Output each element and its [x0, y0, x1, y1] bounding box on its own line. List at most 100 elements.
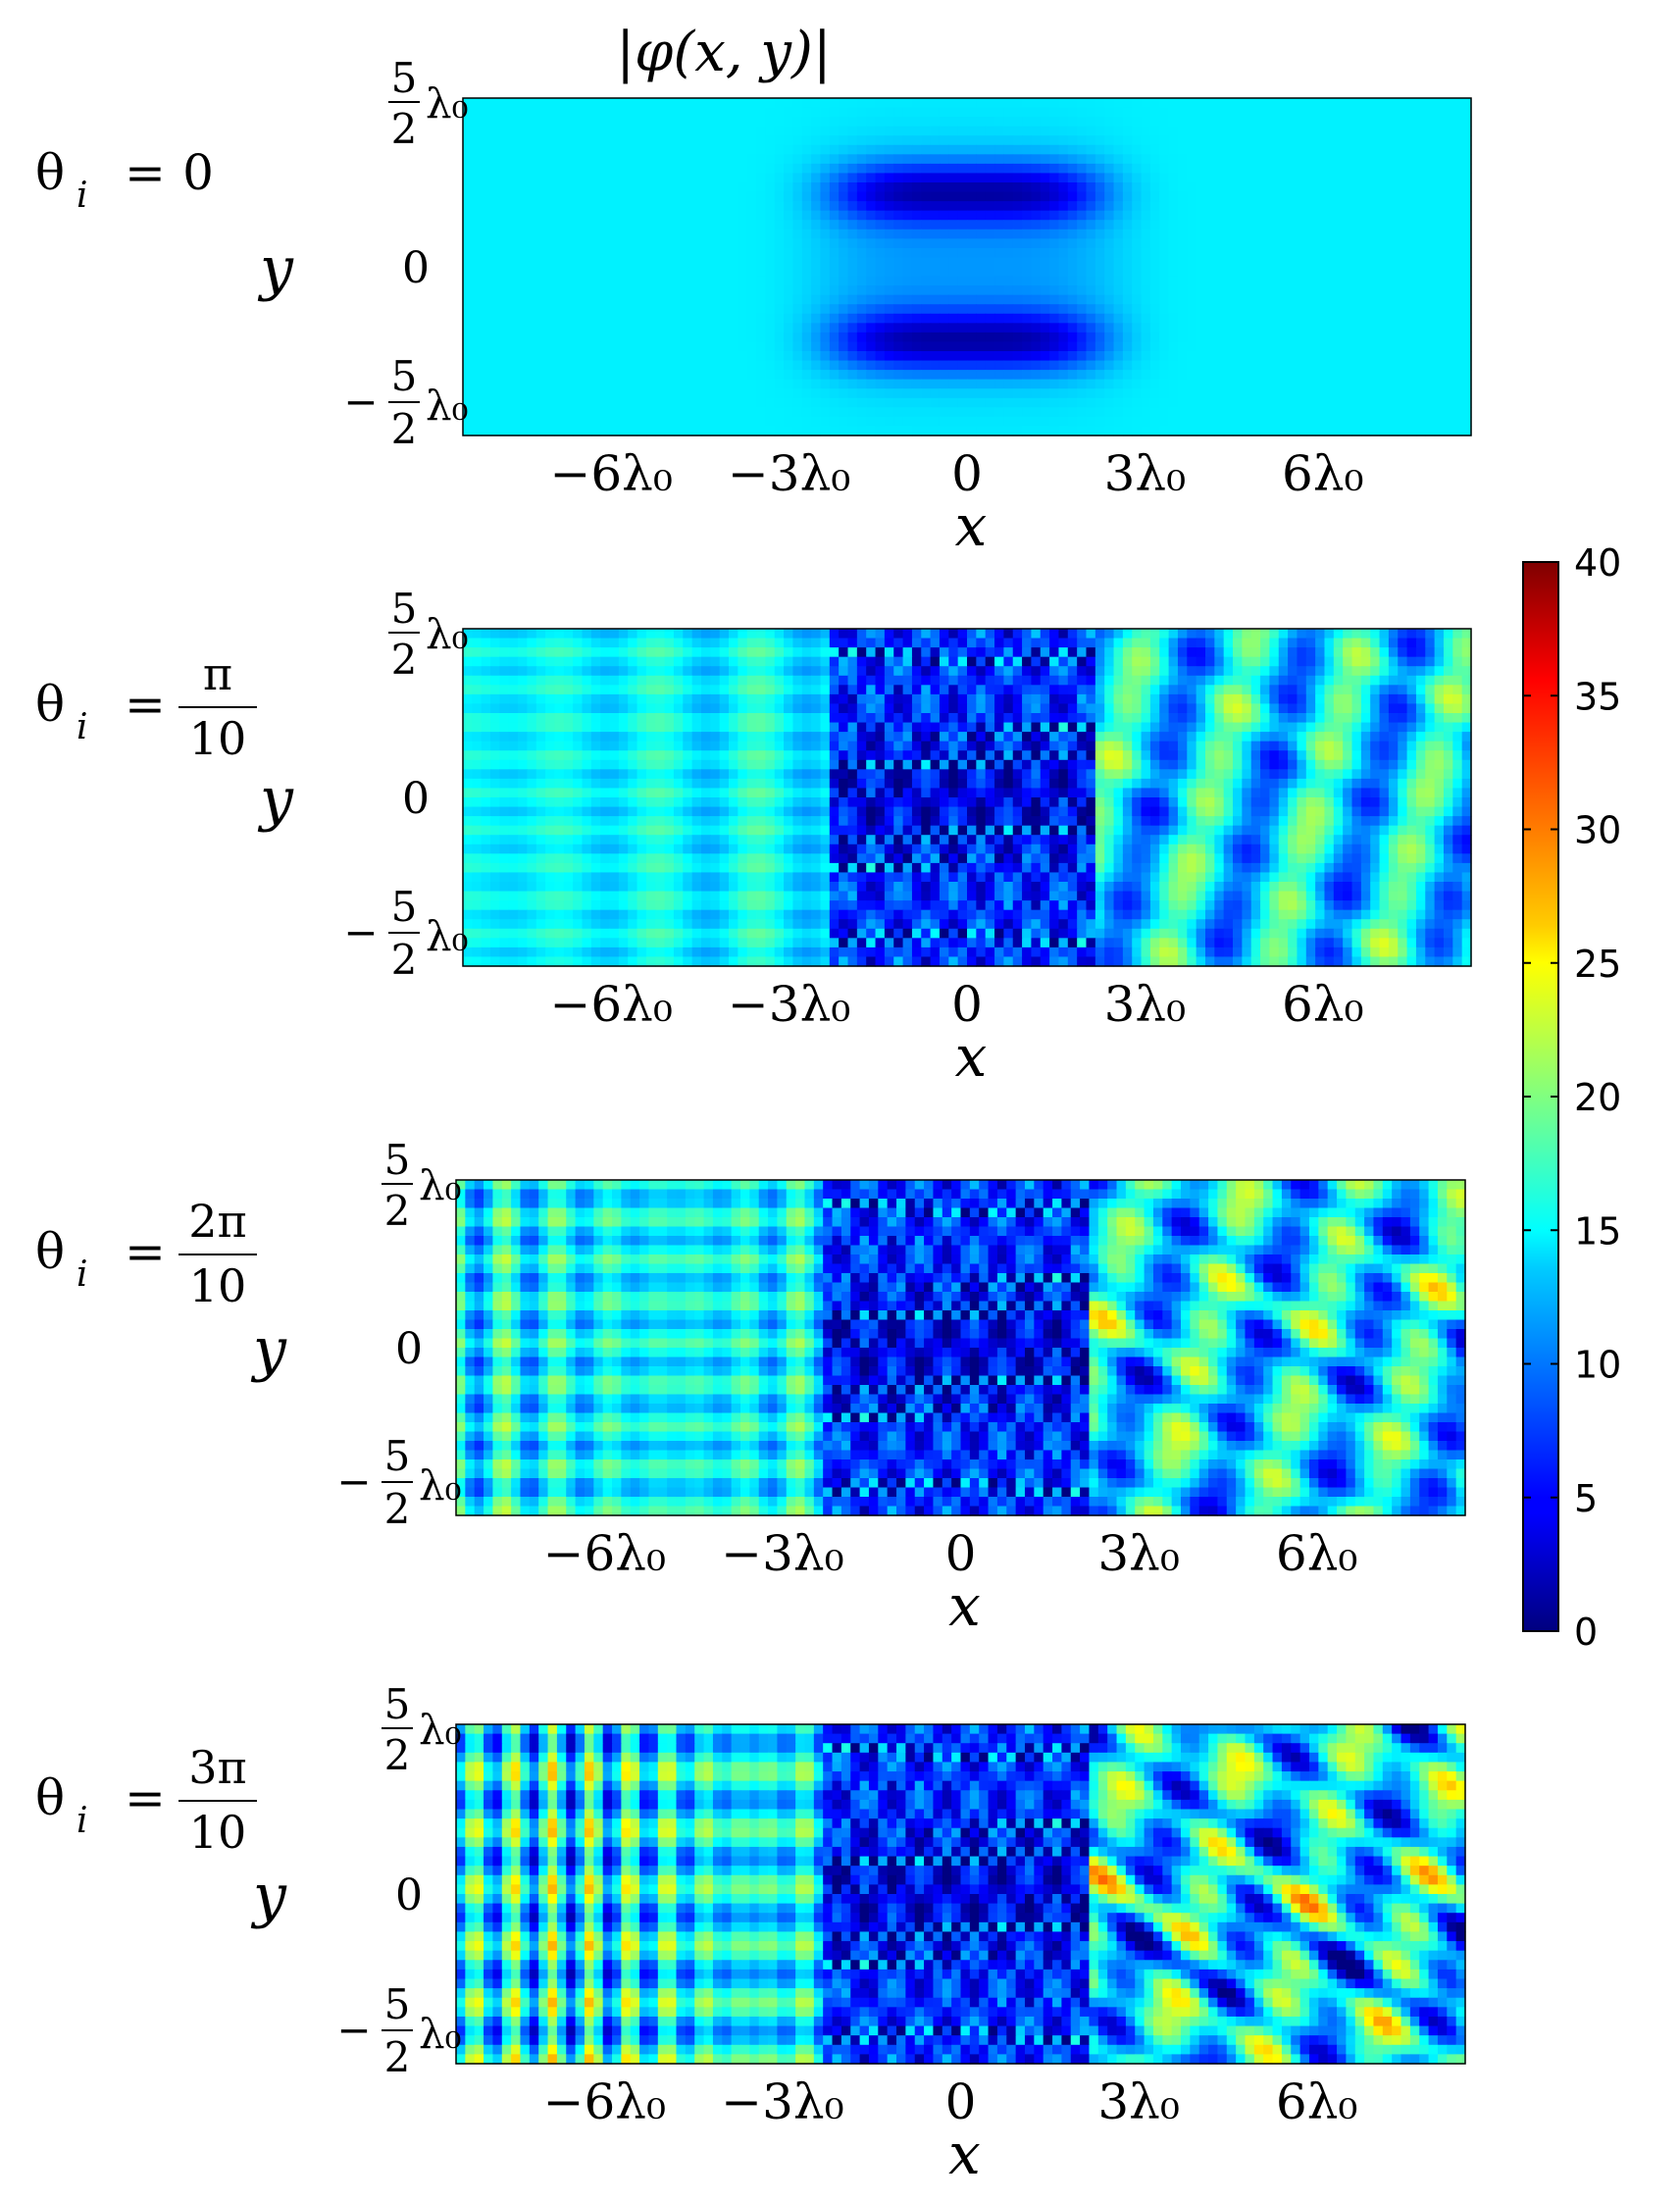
heatmap-cell	[1288, 144, 1298, 155]
heatmap-cell	[738, 638, 748, 648]
heatmap-cell	[1049, 238, 1060, 249]
heatmap-cell	[472, 397, 483, 408]
heatmap-cell	[820, 220, 831, 230]
heatmap-cell	[1159, 220, 1170, 230]
heatmap-cell	[554, 117, 565, 128]
heatmap-cell	[655, 693, 666, 705]
heatmap-cell	[1343, 370, 1353, 381]
heatmap-cell	[829, 247, 840, 259]
heatmap-cell	[1187, 144, 1197, 155]
heatmap-cell	[893, 191, 904, 202]
heatmap-cell	[590, 360, 601, 371]
heatmap-cell	[1415, 98, 1426, 109]
heatmap-cell	[985, 173, 995, 183]
heatmap-cell	[1242, 703, 1252, 714]
heatmap-cell	[1461, 416, 1472, 428]
heatmap-cell	[1351, 135, 1362, 146]
heatmap-cell	[683, 323, 693, 333]
heatmap-cell	[1461, 685, 1472, 695]
heatmap-cell	[1425, 154, 1436, 165]
heatmap-cell	[756, 182, 766, 193]
heatmap-cell	[1434, 407, 1445, 418]
heatmap-cell	[554, 276, 565, 286]
heatmap-cell	[1058, 182, 1069, 193]
heatmap-cell	[472, 135, 483, 146]
heatmap-cell	[893, 135, 904, 146]
heatmap-cell	[1214, 656, 1225, 667]
heatmap-cell	[600, 154, 611, 165]
heatmap-cell	[563, 247, 574, 259]
heatmap-cell	[1031, 332, 1042, 343]
heatmap-cell	[1149, 388, 1160, 399]
heatmap-cell	[811, 163, 822, 175]
heatmap-cell	[1305, 126, 1316, 136]
heatmap-cell	[738, 341, 748, 352]
heatmap-cell	[645, 407, 656, 418]
heatmap-cell	[1288, 276, 1298, 286]
heatmap-cell	[628, 126, 638, 136]
heatmap-cell	[1122, 397, 1133, 408]
heatmap-cell	[1388, 351, 1399, 362]
heatmap-cell	[839, 323, 849, 333]
heatmap-cell	[573, 397, 584, 408]
heatmap-cell	[985, 304, 995, 315]
heatmap-cell	[683, 313, 693, 324]
heatmap-cell	[1168, 201, 1179, 212]
heatmap-cell	[1113, 117, 1124, 128]
heatmap-cell	[1452, 685, 1463, 695]
heatmap-cell	[765, 341, 776, 352]
heatmap-cell	[1177, 173, 1188, 183]
heatmap-cell	[1095, 341, 1105, 352]
heatmap-cell	[1343, 685, 1353, 695]
heatmap-cell	[481, 163, 491, 175]
heatmap-cell	[1415, 426, 1426, 436]
heatmap-cell	[508, 426, 519, 436]
heatmap-cell	[811, 416, 822, 428]
heatmap-cell	[1370, 163, 1381, 175]
heatmap-cell	[1269, 107, 1280, 118]
heatmap-cell	[636, 229, 647, 239]
heatmap-cell	[636, 285, 647, 296]
heatmap-cell	[847, 220, 858, 230]
heatmap-cell	[1058, 257, 1069, 268]
heatmap-cell	[1122, 656, 1133, 667]
heatmap-cell	[829, 407, 840, 418]
heatmap-cell	[784, 685, 794, 695]
heatmap-cell	[1067, 397, 1078, 408]
heatmap-cell	[554, 416, 565, 428]
heatmap-cell	[1269, 341, 1280, 352]
heatmap-cell	[801, 257, 812, 268]
heatmap-cell	[490, 144, 500, 155]
heatmap-cell	[1233, 238, 1243, 249]
heatmap-cell	[746, 276, 757, 286]
heatmap-cell	[582, 313, 592, 324]
heatmap-cell	[893, 323, 904, 333]
heatmap-cell	[948, 276, 959, 286]
heatmap-cell	[1223, 629, 1234, 640]
heatmap-cell	[1141, 182, 1151, 193]
chart-title: |φ(x, y)|	[616, 21, 831, 84]
heatmap-cell	[1067, 629, 1078, 640]
heatmap-cell	[1288, 629, 1298, 640]
heatmap-cell	[573, 703, 584, 714]
heatmap-cell	[976, 126, 987, 136]
heatmap-cell	[1223, 416, 1234, 428]
heatmap-cell	[1177, 360, 1188, 371]
heatmap-cell	[829, 257, 840, 268]
heatmap-cell	[930, 220, 941, 230]
heatmap-cell	[1149, 191, 1160, 202]
heatmap-cell	[994, 388, 1004, 399]
heatmap-cell	[774, 388, 785, 399]
heatmap-cell	[1141, 294, 1151, 305]
heatmap-cell	[746, 210, 757, 221]
heatmap-cell	[1040, 229, 1050, 239]
heatmap-cell	[1379, 220, 1390, 230]
heatmap-cell	[590, 117, 601, 128]
heatmap-cell	[1260, 323, 1270, 333]
heatmap-cell	[618, 285, 629, 296]
heatmap-cell	[1315, 304, 1326, 315]
heatmap-cell	[1113, 703, 1124, 714]
heatmap-cell	[1196, 135, 1206, 146]
heatmap-cell	[1223, 379, 1234, 389]
heatmap-cell	[636, 144, 647, 155]
